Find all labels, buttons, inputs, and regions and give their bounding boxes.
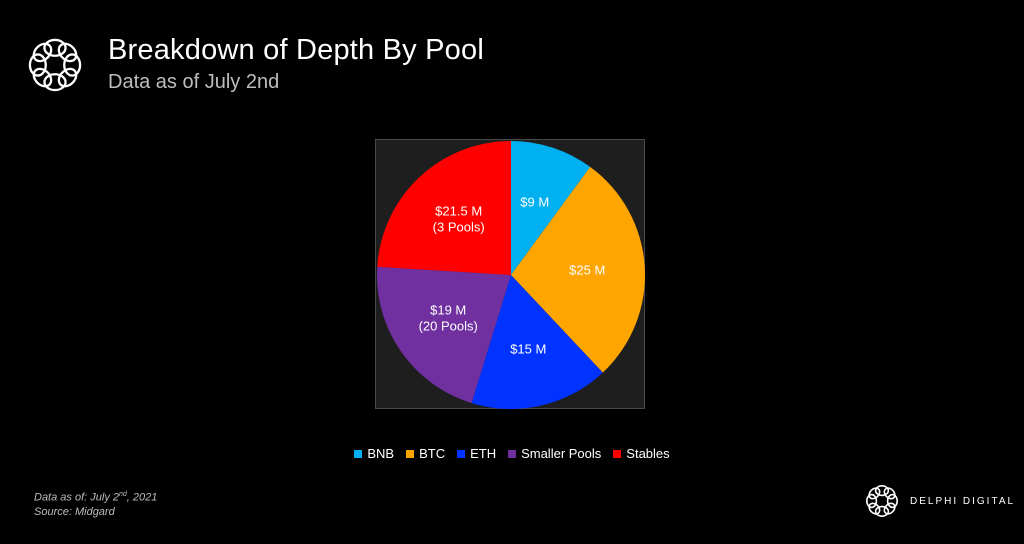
delphi-logo-icon (28, 38, 82, 92)
legend-item-btc: BTC (406, 446, 445, 461)
legend-item-eth: ETH (457, 446, 496, 461)
pie-slice-stables (377, 141, 511, 275)
legend-label: Stables (626, 446, 670, 461)
legend-swatch (613, 449, 622, 458)
legend-swatch (508, 449, 517, 458)
page-title: Breakdown of Depth By Pool (108, 34, 484, 66)
data-label-smaller-pools: $19 M (20 Pools) (419, 302, 478, 333)
delphi-digital-logo-icon (866, 485, 898, 517)
pie-slice-bnb (511, 141, 591, 275)
data-label-bnb: $9 M (520, 194, 549, 209)
legend-label: ETH (470, 446, 497, 461)
legend-item-stables: Stables (613, 446, 670, 461)
data-label-stables: $21.5 M (3 Pools) (433, 203, 485, 234)
footnote: Data as of: July 2nd, 2021 Source: Midga… (34, 488, 157, 519)
brand: DELPHI DIGITAL (862, 481, 1015, 521)
chart-legend: BNB BTC ETH Smaller Pools Stables (0, 446, 1024, 461)
pie-chart-frame: $9 M $25 M $15 M $19 M (20 Pools) $21.5 M (3 P… (375, 139, 645, 409)
pie-slice-btc (511, 166, 645, 373)
legend-swatch (406, 449, 415, 458)
legend-item-bnb: BNB (354, 446, 394, 461)
legend-swatch (457, 449, 466, 458)
pie-chart: $9 M $25 M $15 M $19 M (20 Pools) $21.5 M (3 P… (377, 141, 645, 409)
footnote-date: Data as of: July 2nd, 2021 (34, 491, 158, 504)
brand-name: DELPHI DIGITAL (910, 495, 1016, 507)
data-label-eth: $15 M (510, 341, 546, 356)
data-label-btc: $25 M (569, 262, 605, 277)
legend-label: Smaller Pools (521, 446, 602, 461)
footnote-source: Source: Midgard (34, 505, 115, 518)
pie-slice-eth (471, 275, 603, 409)
legend-label: BTC (419, 446, 446, 461)
legend-swatch (354, 449, 363, 458)
pie-slice-smaller-pools (377, 266, 511, 404)
legend-item-smaller-pools: Smaller Pools (508, 446, 601, 461)
page-subtitle: Data as of July 2nd (108, 71, 280, 93)
legend-label: BNB (367, 446, 395, 461)
